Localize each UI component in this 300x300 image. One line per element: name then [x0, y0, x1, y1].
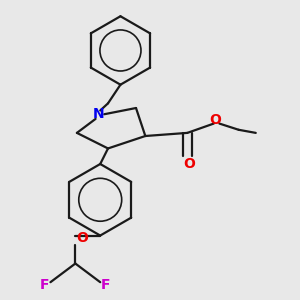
Text: O: O	[183, 157, 195, 171]
Text: N: N	[93, 107, 104, 121]
Text: F: F	[40, 278, 50, 292]
Text: O: O	[76, 231, 88, 245]
Text: O: O	[209, 113, 221, 127]
Text: F: F	[101, 278, 111, 292]
